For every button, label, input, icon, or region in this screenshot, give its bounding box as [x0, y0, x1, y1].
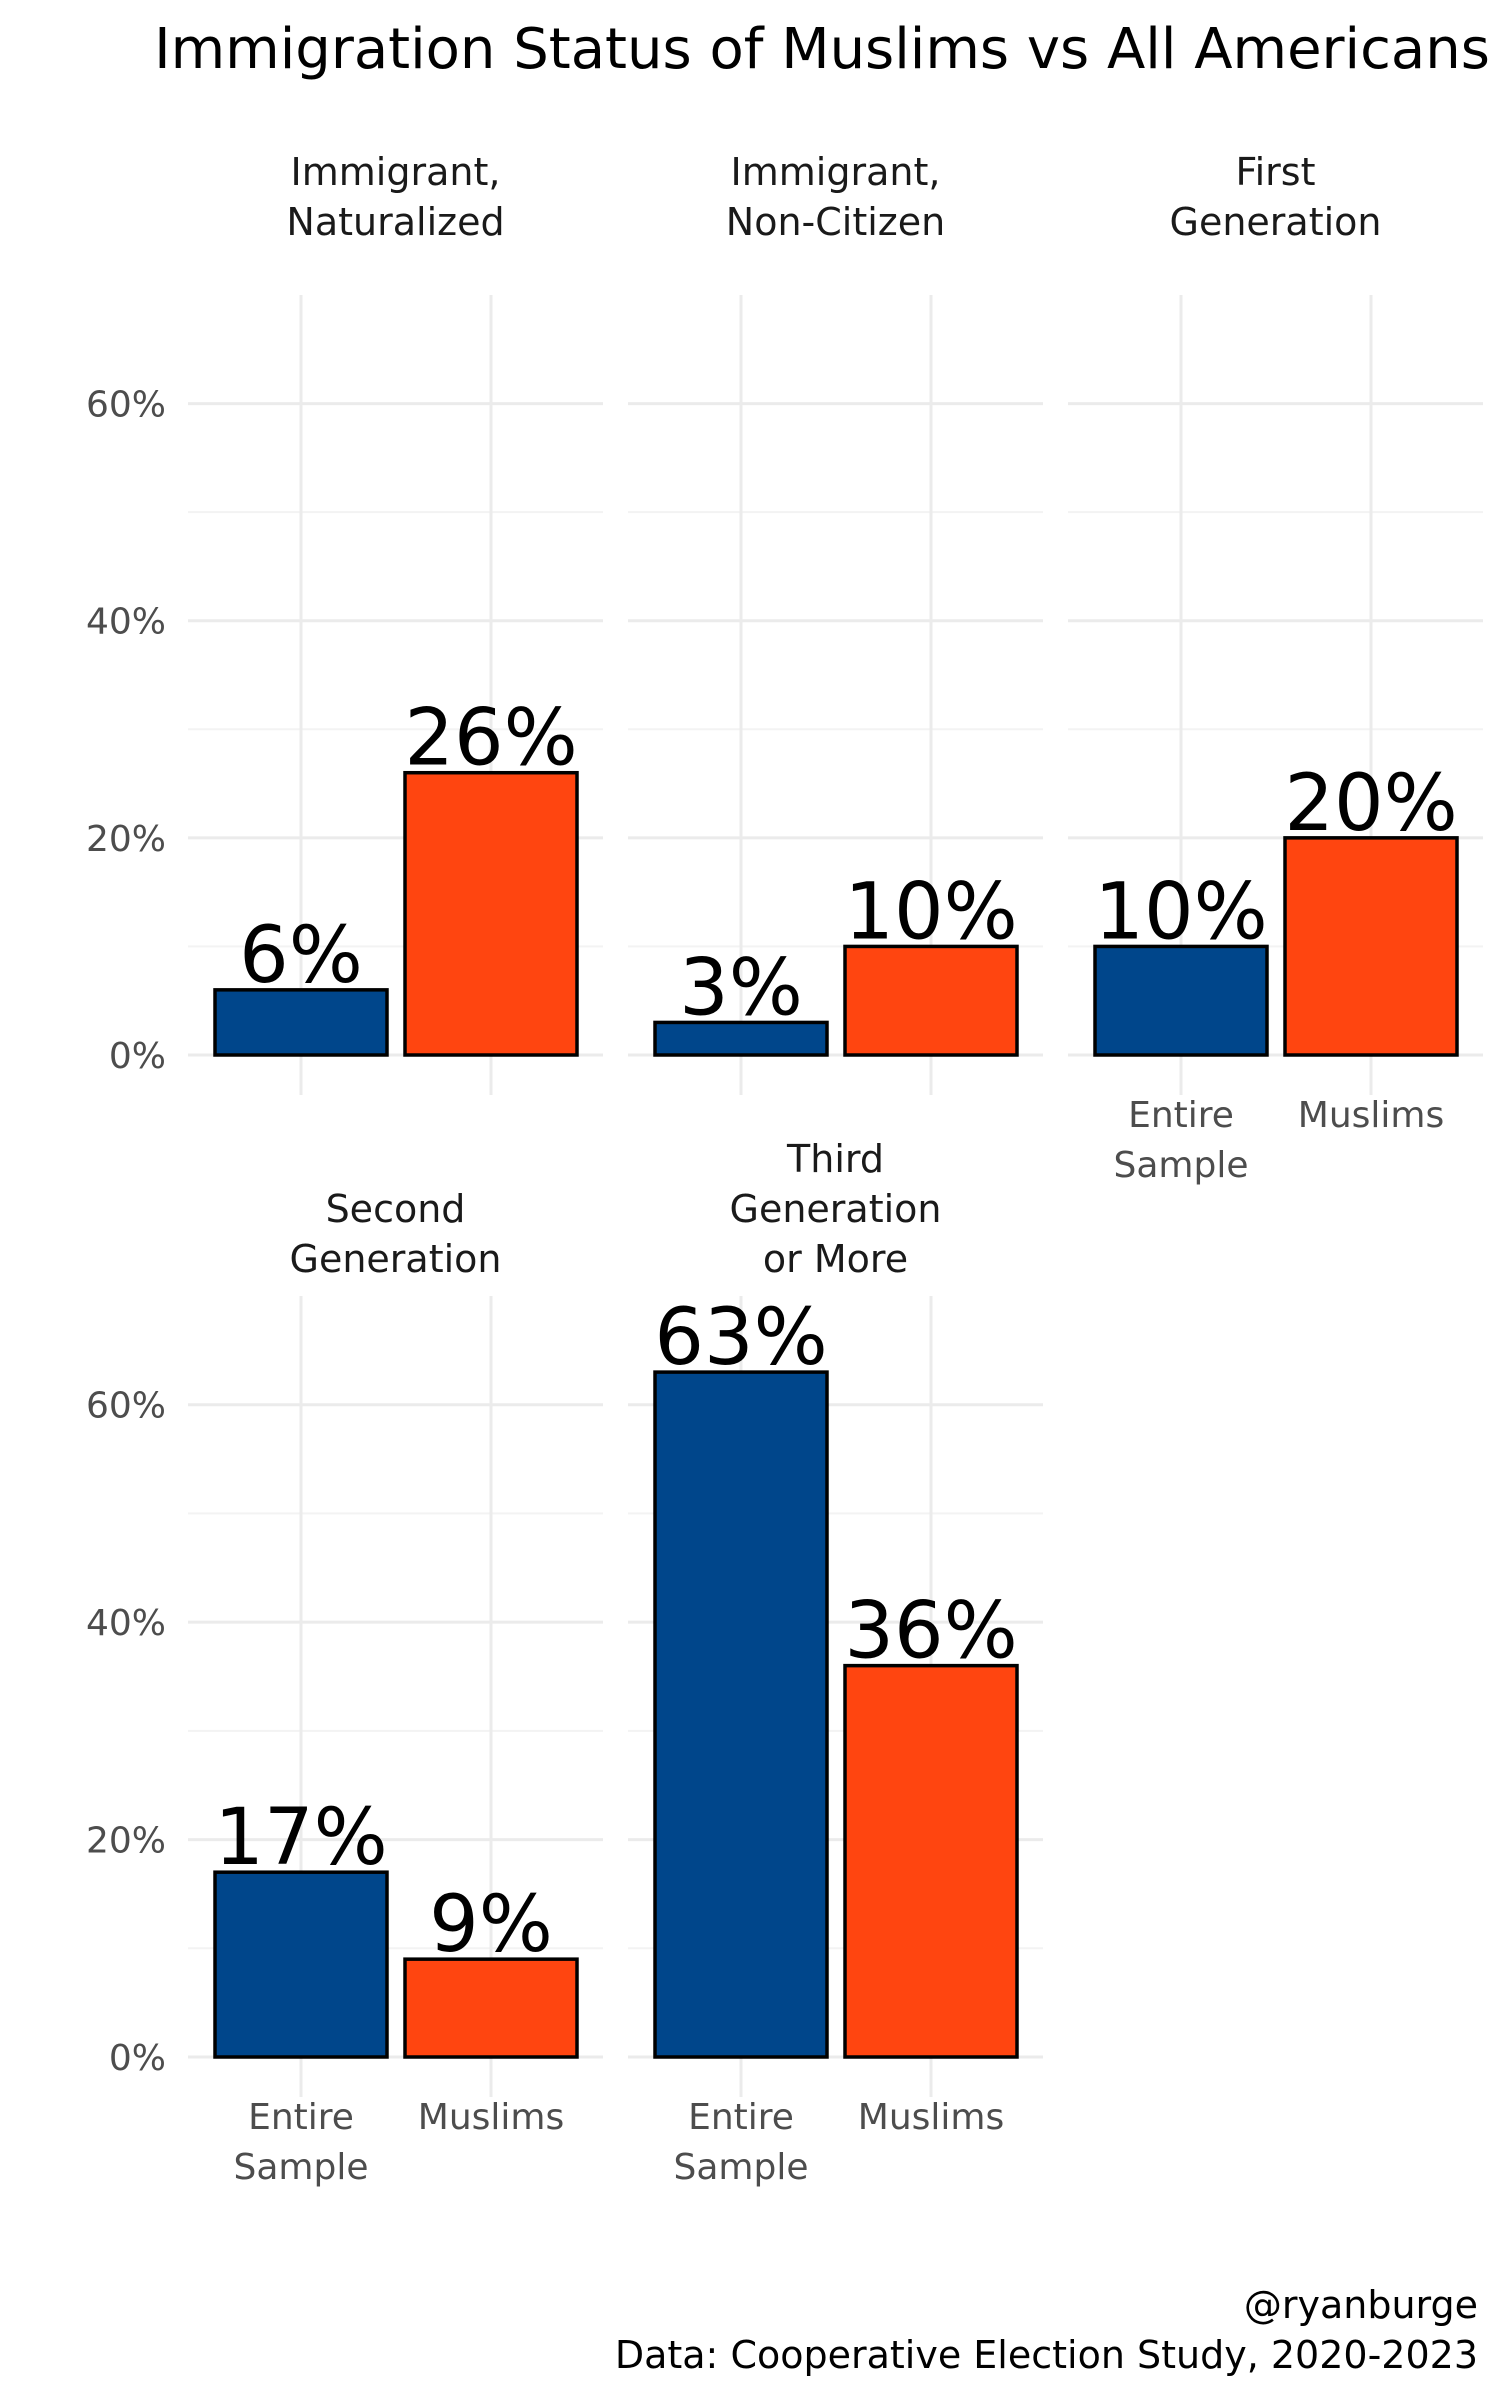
- facet-panels: 0% 20% 40% 60% Immigrant, Naturalized 6% 26% Imm…: [86, 150, 1483, 2188]
- x-tick-label: Sample: [674, 2147, 809, 2188]
- bar-value-label: 36%: [844, 1587, 1017, 1677]
- x-tick-label: Sample: [234, 2147, 369, 2188]
- facet-label: Generation: [1170, 200, 1382, 244]
- bar-value-label: 17%: [214, 1793, 387, 1883]
- facet-first-generation: First Generation 10%20% Entire Sample Muslims: [1068, 150, 1483, 1186]
- bar-value-label: 6%: [239, 911, 363, 1001]
- x-tick-label: Muslims: [1298, 1095, 1444, 1136]
- bar-value-label: 9%: [429, 1880, 553, 1970]
- y-tick-label: 60%: [86, 1386, 166, 1427]
- bar-value-label: 3%: [679, 943, 803, 1033]
- y-tick-label: 40%: [86, 602, 166, 643]
- x-tick-label: Muslims: [418, 2097, 564, 2138]
- bar-muslims: [403, 770, 579, 1057]
- y-tick-label: 20%: [86, 1821, 166, 1862]
- bar-muslims: [403, 1957, 579, 2059]
- facet-immigrant-non-citizen: Immigrant, Non-Citizen 3% 10%: [628, 150, 1043, 1095]
- bar-value-label: 63%: [654, 1293, 827, 1383]
- bar-muslims: [843, 1663, 1019, 2059]
- y-tick-label: 0%: [109, 2038, 166, 2079]
- facet-label: Immigrant,: [731, 150, 941, 194]
- caption-source: Data: Cooperative Election Study, 2020-2…: [615, 2333, 1478, 2377]
- y-tick-label: 20%: [86, 819, 166, 860]
- caption-author: @ryanburge: [1244, 2283, 1478, 2327]
- bar-entire-sample: [213, 1870, 389, 2059]
- bar-entire-sample: [653, 1020, 829, 1057]
- x-tick-label: Entire: [248, 2097, 354, 2138]
- bar-entire-sample: [1093, 944, 1269, 1057]
- bar-entire-sample: [213, 988, 389, 1057]
- bar-muslims: [843, 944, 1019, 1057]
- bar-entire-sample: [653, 1370, 829, 2059]
- chart-title: Immigration Status of Muslims vs All Ame…: [154, 17, 1490, 82]
- facet-label: or More: [763, 1237, 908, 1281]
- bar-value-label: 26%: [404, 694, 577, 784]
- facet-label: Immigrant,: [291, 150, 501, 194]
- chart-caption: @ryanburge Data: Cooperative Election Stu…: [615, 2283, 1478, 2377]
- facet-immigrant-naturalized: 0% 20% 40% 60% Immigrant, Naturalized 6% 26%: [86, 150, 603, 1095]
- x-tick-label: Sample: [1114, 1145, 1249, 1186]
- bar-value-label: 10%: [844, 867, 1017, 957]
- facet-label: Generation: [290, 1237, 502, 1281]
- facet-label: Generation: [730, 1187, 942, 1231]
- x-tick-label: Entire: [1128, 1095, 1234, 1136]
- y-tick-label: 0%: [109, 1036, 166, 1077]
- y-tick-label: 60%: [86, 385, 166, 426]
- facet-label: First: [1236, 150, 1316, 194]
- y-tick-label: 40%: [86, 1603, 166, 1644]
- facet-label: Third: [786, 1137, 884, 1181]
- bar-value-label: 20%: [1284, 759, 1457, 849]
- facet-label: Second: [326, 1187, 466, 1231]
- bar-value-label: 10%: [1094, 867, 1267, 957]
- facet-label: Naturalized: [286, 200, 504, 244]
- x-tick-label: Entire: [688, 2097, 794, 2138]
- bar-muslims: [1283, 836, 1459, 1057]
- facet-label: Non-Citizen: [726, 200, 945, 244]
- facet-second-generation: 0% 20% 40% 60% Second Generation 17% 9% Entire Sa…: [86, 1187, 603, 2188]
- facet-third-generation-or-more: Third Generation or More 63% 36% Entire Sample…: [628, 1137, 1043, 2188]
- x-tick-label: Muslims: [858, 2097, 1004, 2138]
